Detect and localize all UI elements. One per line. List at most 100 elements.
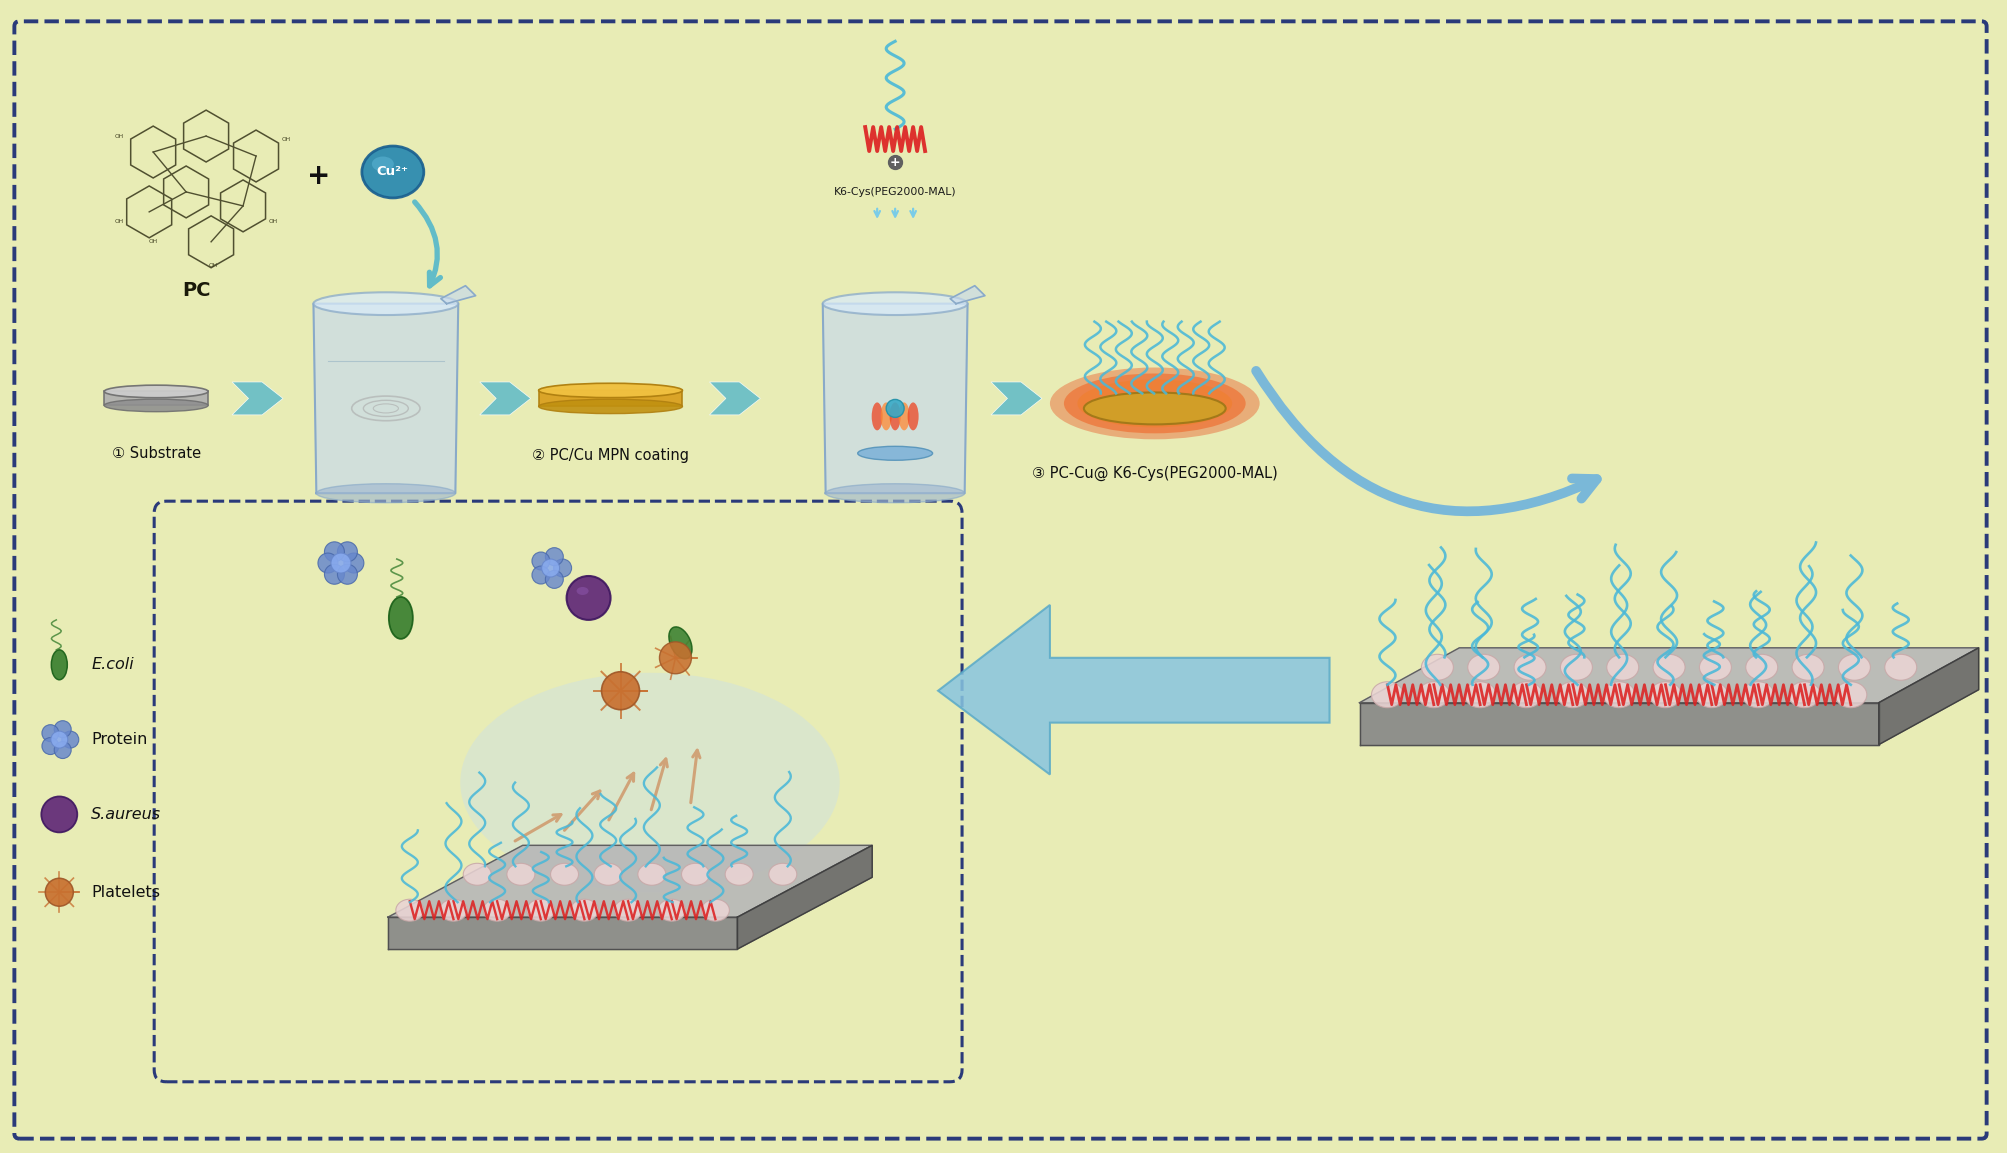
Text: OH: OH (209, 263, 217, 269)
Bar (538, 391, 682, 406)
Circle shape (546, 548, 564, 566)
Ellipse shape (538, 383, 682, 398)
Text: OH: OH (269, 219, 277, 225)
Polygon shape (1359, 648, 1977, 702)
Ellipse shape (313, 293, 458, 315)
Circle shape (337, 564, 357, 585)
Ellipse shape (317, 484, 456, 503)
Text: Cu²⁺: Cu²⁺ (377, 166, 409, 179)
Ellipse shape (1602, 681, 1634, 708)
Ellipse shape (52, 650, 68, 680)
Circle shape (317, 553, 337, 573)
Circle shape (566, 576, 610, 620)
Circle shape (46, 879, 72, 906)
Ellipse shape (899, 402, 909, 430)
Ellipse shape (389, 597, 413, 639)
Ellipse shape (1652, 654, 1684, 680)
Ellipse shape (1513, 654, 1545, 680)
Ellipse shape (1742, 681, 1774, 708)
Polygon shape (387, 917, 737, 949)
Text: OH: OH (149, 240, 159, 244)
Ellipse shape (1606, 654, 1638, 680)
Circle shape (658, 642, 690, 673)
Polygon shape (1359, 702, 1879, 745)
Circle shape (42, 738, 58, 754)
Text: K6-Cys(PEG2000-MAL): K6-Cys(PEG2000-MAL) (833, 187, 955, 197)
Text: ① Substrate: ① Substrate (112, 446, 201, 461)
Circle shape (554, 559, 572, 576)
Polygon shape (937, 605, 1329, 775)
Circle shape (42, 725, 58, 741)
Ellipse shape (871, 402, 883, 430)
Ellipse shape (668, 627, 692, 658)
Circle shape (54, 741, 70, 759)
Text: Protein: Protein (90, 732, 149, 747)
Ellipse shape (614, 899, 642, 921)
Text: +: + (889, 156, 899, 168)
Circle shape (62, 731, 78, 748)
Ellipse shape (889, 402, 901, 430)
Polygon shape (949, 286, 985, 303)
Polygon shape (708, 382, 761, 415)
Ellipse shape (1744, 654, 1776, 680)
Circle shape (42, 797, 76, 832)
Polygon shape (442, 286, 476, 303)
Ellipse shape (1463, 681, 1495, 708)
Ellipse shape (1698, 654, 1730, 680)
Circle shape (542, 559, 560, 576)
Polygon shape (313, 303, 458, 493)
Circle shape (532, 566, 550, 585)
Circle shape (343, 553, 363, 573)
Text: ② PC/Cu MPN coating: ② PC/Cu MPN coating (532, 449, 688, 464)
Polygon shape (233, 382, 283, 415)
Polygon shape (823, 303, 967, 493)
Ellipse shape (104, 385, 209, 398)
Ellipse shape (769, 864, 797, 886)
Ellipse shape (371, 157, 393, 172)
Ellipse shape (440, 899, 468, 921)
Ellipse shape (538, 399, 682, 414)
Text: +: + (307, 161, 331, 190)
Ellipse shape (550, 864, 578, 886)
Text: OH: OH (114, 219, 124, 225)
Ellipse shape (1417, 681, 1449, 708)
Ellipse shape (576, 587, 588, 595)
Ellipse shape (1838, 654, 1869, 680)
Circle shape (50, 731, 68, 748)
Circle shape (331, 553, 351, 573)
Polygon shape (737, 845, 871, 949)
Ellipse shape (825, 484, 963, 503)
Ellipse shape (1885, 654, 1917, 680)
Ellipse shape (1788, 681, 1820, 708)
Ellipse shape (823, 293, 967, 315)
Ellipse shape (1421, 654, 1453, 680)
Text: OH: OH (114, 134, 124, 138)
Ellipse shape (1050, 368, 1258, 439)
Ellipse shape (1555, 681, 1588, 708)
Ellipse shape (881, 402, 891, 430)
Text: Platelets: Platelets (90, 884, 161, 899)
Circle shape (532, 552, 550, 570)
Ellipse shape (570, 899, 598, 921)
Ellipse shape (506, 864, 534, 886)
Polygon shape (387, 845, 871, 917)
Ellipse shape (1078, 379, 1232, 428)
Polygon shape (1879, 648, 1977, 745)
Ellipse shape (1371, 681, 1403, 708)
Circle shape (325, 564, 345, 585)
Ellipse shape (1648, 681, 1680, 708)
Polygon shape (480, 382, 530, 415)
Ellipse shape (526, 899, 554, 921)
Ellipse shape (1467, 654, 1499, 680)
Ellipse shape (460, 672, 839, 892)
Ellipse shape (1834, 681, 1867, 708)
Ellipse shape (1064, 374, 1244, 434)
Ellipse shape (594, 864, 622, 886)
Circle shape (325, 542, 345, 562)
Ellipse shape (857, 446, 931, 460)
Ellipse shape (395, 899, 423, 921)
Ellipse shape (1696, 681, 1726, 708)
Circle shape (337, 542, 357, 562)
Ellipse shape (725, 864, 753, 886)
Ellipse shape (638, 864, 666, 886)
